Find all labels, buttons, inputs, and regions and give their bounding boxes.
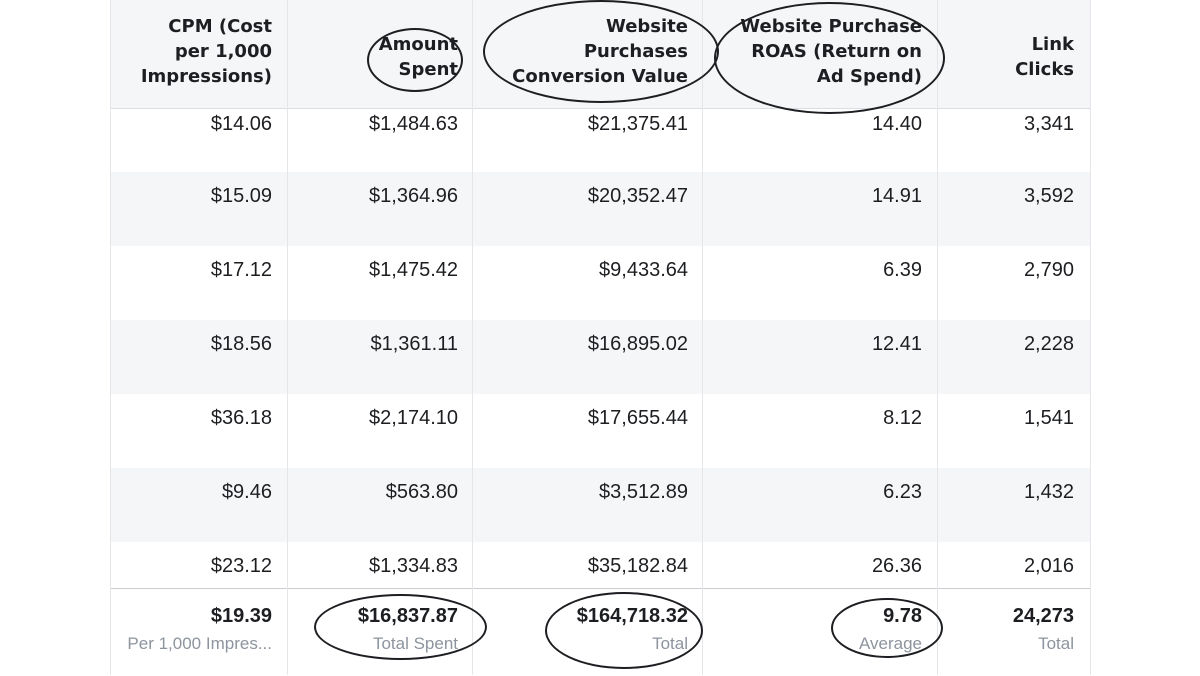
- cell-link-clicks: 1,541: [1023, 407, 1074, 429]
- cell-amount-spent: $1,361.11: [370, 333, 459, 355]
- ads-report-table: CPM (Cost per 1,000 Impressions) Amount …: [110, 0, 1091, 676]
- cell-amount-spent: $563.80: [385, 481, 458, 503]
- cell-cpm: $17.12: [210, 259, 272, 281]
- cell-roas: 6.39: [883, 259, 922, 281]
- total-cpm-value: $19.39: [210, 605, 272, 627]
- cell-conversion-value: $16,895.02: [587, 333, 688, 355]
- cell-cpm: $18.56: [210, 333, 272, 355]
- total-conversion-value: $164,718.32: [576, 605, 688, 627]
- total-spent-value: $16,837.87: [357, 605, 458, 627]
- table-row: $18.56 $1,361.11 $16,895.02 12.41 2,228: [111, 320, 1090, 394]
- cell-roas: 14.40: [871, 113, 922, 135]
- cell-roas: 6.23: [883, 481, 922, 503]
- cell-link-clicks: 3,592: [1023, 185, 1074, 207]
- cell-conversion-value: $17,655.44: [587, 407, 688, 429]
- table-row: $9.46 $563.80 $3,512.89 6.23 1,432: [111, 468, 1090, 542]
- cell-amount-spent: $2,174.10: [369, 407, 458, 429]
- cell-amount-spent: $1,334.83: [369, 555, 458, 577]
- cell-conversion-value: $35,182.84: [587, 555, 688, 577]
- table-row: $14.06 $1,484.63 $21,375.41 14.40 3,341: [111, 109, 1090, 183]
- total-link-clicks-label: Total: [1038, 634, 1074, 653]
- cell-link-clicks: 2,228: [1023, 333, 1074, 355]
- column-divider: [472, 0, 473, 675]
- cell-cpm: $15.09: [210, 185, 272, 207]
- cell-amount-spent: $1,475.42: [369, 259, 458, 281]
- cell-cpm: $9.46: [221, 481, 272, 503]
- cell-cpm: $14.06: [210, 113, 272, 135]
- cell-conversion-value: $21,375.41: [587, 113, 688, 135]
- table-header: CPM (Cost per 1,000 Impressions) Amount …: [111, 0, 1090, 109]
- column-divider: [937, 0, 938, 675]
- total-cpm-label: Per 1,000 Impres...: [127, 634, 272, 653]
- column-header-conversion-value[interactable]: Website Purchases Conversion Value: [512, 16, 688, 87]
- table-row: $15.09 $1,364.96 $20,352.47 14.91 3,592: [111, 172, 1090, 246]
- cell-link-clicks: 1,432: [1023, 481, 1074, 503]
- column-divider: [702, 0, 703, 675]
- average-roas-label: Average: [858, 634, 922, 653]
- cell-link-clicks: 2,016: [1023, 555, 1074, 577]
- cell-link-clicks: 2,790: [1023, 259, 1074, 281]
- total-spent-label: Total Spent: [372, 634, 458, 653]
- cell-link-clicks: 3,341: [1023, 113, 1074, 135]
- cell-conversion-value: $9,433.64: [599, 259, 688, 281]
- cell-amount-spent: $1,364.96: [369, 185, 458, 207]
- cell-conversion-value: $3,512.89: [599, 481, 688, 503]
- table-row: $23.12 $1,334.83 $35,182.84 26.36 2,016: [111, 542, 1090, 588]
- cell-roas: 26.36: [871, 555, 922, 577]
- column-header-amount-spent[interactable]: Amount Spent: [378, 34, 458, 80]
- cell-roas: 12.41: [871, 333, 922, 355]
- cell-conversion-value: $20,352.47: [587, 185, 688, 207]
- cell-cpm: $23.12: [210, 555, 272, 577]
- table-row: $36.18 $2,174.10 $17,655.44 8.12 1,541: [111, 394, 1090, 468]
- cell-roas: 14.91: [871, 185, 922, 207]
- average-roas-value: 9.78: [883, 605, 922, 627]
- total-link-clicks-value: 24,273: [1012, 605, 1074, 627]
- cell-roas: 8.12: [883, 407, 922, 429]
- column-divider: [287, 0, 288, 675]
- total-conversion-label: Total: [652, 634, 688, 653]
- table-row: $17.12 $1,475.42 $9,433.64 6.39 2,790: [111, 246, 1090, 320]
- cell-amount-spent: $1,484.63: [369, 113, 458, 135]
- column-header-link-clicks[interactable]: Link Clicks: [1015, 34, 1074, 80]
- column-header-cpm[interactable]: CPM (Cost per 1,000 Impressions): [140, 16, 272, 87]
- totals-row: $19.39 Per 1,000 Impres... $16,837.87 To…: [111, 588, 1090, 676]
- column-header-roas[interactable]: Website Purchase ROAS (Return on Ad Spen…: [740, 16, 922, 87]
- cell-cpm: $36.18: [210, 407, 272, 429]
